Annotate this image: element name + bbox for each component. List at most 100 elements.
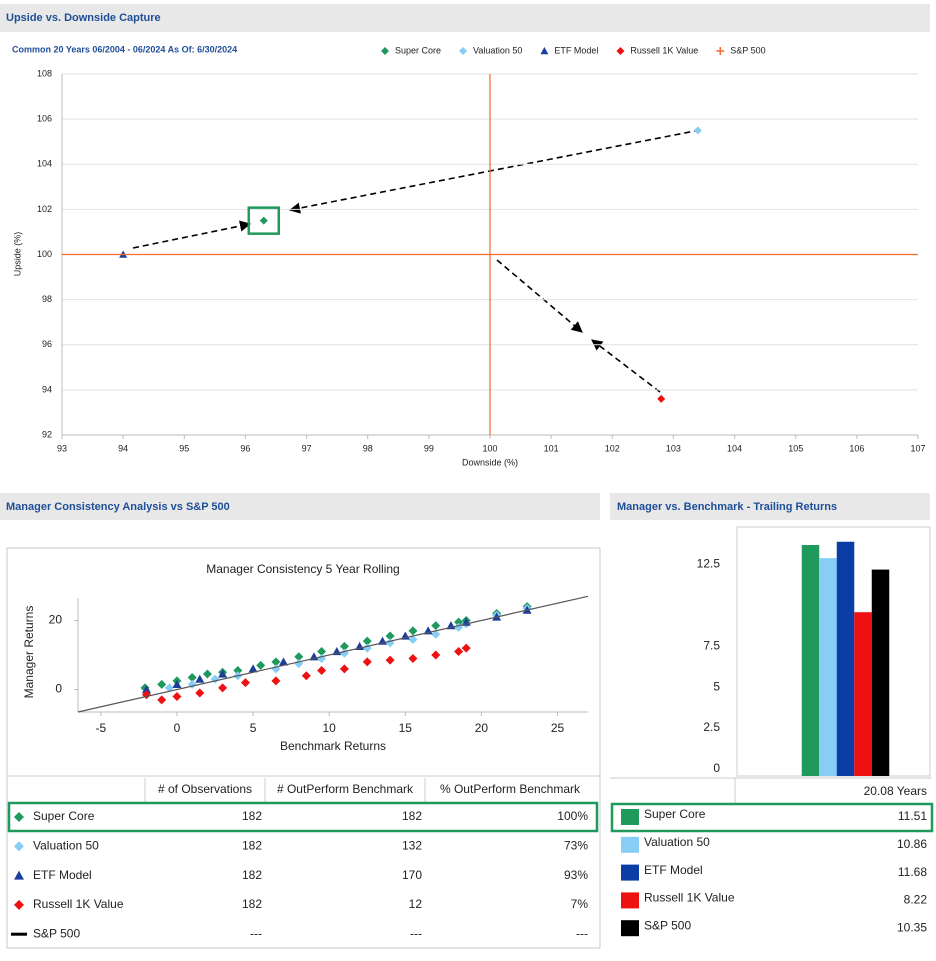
legend-swatch <box>621 892 639 909</box>
marker-point <box>202 669 212 679</box>
chart-subtitle: Common 20 Years 06/2004 - 06/2024 As Of:… <box>12 44 237 54</box>
x-tick-label: 101 <box>544 443 559 453</box>
table-cell: 182 <box>242 868 262 882</box>
y-tick-label: 102 <box>37 204 52 214</box>
table-cell: 182 <box>242 897 262 911</box>
marker-point <box>218 683 228 693</box>
table-cell: 182 <box>242 838 262 852</box>
legend-icon <box>14 812 24 822</box>
y-tick-label: 106 <box>37 114 52 124</box>
legend-label: Super Core <box>395 45 441 55</box>
y-tick-label: 5 <box>713 679 720 693</box>
marker-point <box>172 691 182 701</box>
panel-frame <box>6 547 601 949</box>
y-tick-label: 7.5 <box>703 638 720 652</box>
header-bar <box>0 4 930 32</box>
y-tick-label: 98 <box>42 294 52 304</box>
row-label: ETF Model <box>644 863 703 877</box>
legend-label: Russell 1K Value <box>630 45 698 55</box>
row-label: Russell 1K Value <box>644 891 735 905</box>
marker-point <box>157 679 167 689</box>
table-header: # of Observations <box>158 782 252 796</box>
x-tick-label: -5 <box>95 721 106 735</box>
y-tick-label: 104 <box>37 159 52 169</box>
x-tick-label: 15 <box>399 721 413 735</box>
legend-icon <box>14 870 24 880</box>
table-cell: --- <box>576 926 588 940</box>
y-tick-label: 100 <box>37 249 52 259</box>
table-cell: 8.22 <box>904 893 928 907</box>
row-label: Super Core <box>644 807 706 821</box>
x-tick-label: 20 <box>475 721 489 735</box>
x-tick-label: 25 <box>551 721 565 735</box>
y-tick-label: 20 <box>49 613 63 627</box>
x-tick-label: 10 <box>323 721 337 735</box>
row-label: S&P 500 <box>644 918 691 932</box>
table-cell: 170 <box>402 868 422 882</box>
x-tick-label: 5 <box>250 721 257 735</box>
header-bar <box>0 493 600 520</box>
legend-icon <box>14 841 24 852</box>
x-tick-label: 107 <box>910 443 925 453</box>
marker-point <box>187 672 197 682</box>
table-cell: 132 <box>402 838 422 852</box>
marker-point <box>233 666 243 676</box>
marker-point <box>362 657 372 667</box>
x-tick-label: 96 <box>240 443 250 453</box>
x-axis-label: Benchmark Returns <box>280 739 386 753</box>
marker-point <box>657 394 666 403</box>
marker-point <box>317 666 327 676</box>
marker-point <box>454 647 464 657</box>
legend-icon <box>716 47 725 55</box>
marker-point <box>271 676 281 686</box>
marker-point <box>164 683 174 693</box>
y-axis-label: Manager Returns <box>22 606 36 699</box>
y-tick-label: 12.5 <box>697 556 721 570</box>
row-label: Valuation 50 <box>644 835 710 849</box>
table-header: 20.08 Years <box>864 784 927 798</box>
chart-title: Manager Consistency 5 Year Rolling <box>206 562 399 576</box>
x-tick-label: 102 <box>605 443 620 453</box>
bar <box>819 558 837 776</box>
marker-point <box>157 695 167 705</box>
x-tick-label: 105 <box>788 443 803 453</box>
x-tick-label: 95 <box>179 443 189 453</box>
legend-label: Valuation 50 <box>473 45 522 55</box>
y-tick-label: 2.5 <box>703 720 720 734</box>
row-label: Valuation 50 <box>33 838 99 852</box>
marker-point <box>294 652 304 662</box>
y-tick-label: 0 <box>713 761 720 775</box>
marker-point <box>339 664 349 674</box>
table-cell: 100% <box>557 809 588 823</box>
header-bar <box>610 493 930 520</box>
annotation-arrows <box>132 129 701 393</box>
x-tick-label: 104 <box>727 443 742 453</box>
marker-point <box>339 648 349 658</box>
bar <box>801 545 820 776</box>
table-header: % OutPerform Benchmark <box>440 782 581 796</box>
row-label: S&P 500 <box>33 926 80 940</box>
marker-point <box>408 626 418 636</box>
legend-swatch <box>621 864 639 881</box>
legend-icon <box>381 47 389 55</box>
marker-point <box>301 671 311 681</box>
table-cell: 7% <box>571 897 589 911</box>
legend-icon <box>616 47 625 55</box>
legend-swatch <box>621 920 639 937</box>
y-tick-label: 96 <box>42 339 52 349</box>
marker-point <box>362 643 372 653</box>
marker-point <box>431 629 441 639</box>
marker-point <box>195 688 205 698</box>
x-tick-label: 97 <box>302 443 312 453</box>
marker-point <box>142 685 152 694</box>
legend-icon <box>459 47 468 55</box>
table-cell: 93% <box>564 868 588 882</box>
x-tick-label: 0 <box>174 721 181 735</box>
table-header: # OutPerform Benchmark <box>277 782 414 796</box>
marker-point <box>362 636 372 646</box>
table-cell: 10.35 <box>897 920 927 934</box>
marker-point <box>408 634 418 644</box>
row-label: Russell 1K Value <box>33 897 124 911</box>
marker-point <box>240 678 250 688</box>
